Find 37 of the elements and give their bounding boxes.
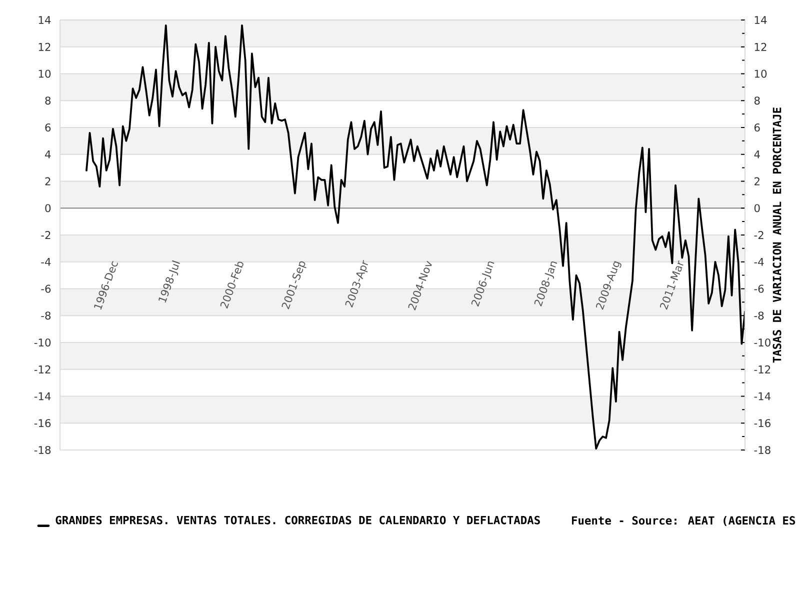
y2-tick-label: 10 [754,70,767,78]
y2-axis-title: TASAS DE VARIACION ANUAL EN PORCENTAJE [772,108,782,363]
y-tick-label: 2 [45,177,50,186]
y2-tick-label: 2 [754,177,760,186]
y-tick-label: -10 [34,338,51,347]
y2-tick-label: -10 [754,338,770,347]
y-tick-label: -4 [41,258,51,266]
y-tick-label: -12 [34,365,50,374]
y-tick-label: -2 [41,231,50,239]
y2-tick-label: -4 [754,258,764,266]
y2-tick-label: 0 [754,204,760,212]
y2-tick-label: 14 [754,16,767,24]
y2-tick-label: 12 [754,42,766,51]
legend-label: GRANDES EMPRESAS. VENTAS TOTALES. CORREGIDAS DE CALENDARIO Y DEFLACTADAS [56,516,540,524]
y2-tick-label: -12 [754,365,770,374]
y-tick-label: 12 [38,42,50,51]
y-tick-label: 8 [45,96,51,105]
y-tick-label: 4 [45,150,51,158]
y2-tick-label: -14 [754,392,771,400]
y2-tick-label: 4 [754,150,760,158]
y-tick-label: -8 [41,312,51,320]
y-tick-label: -18 [34,446,51,454]
y-tick-label: -16 [34,419,51,428]
y-tick-label: 10 [38,70,51,78]
y2-tick-label: -6 [754,284,764,293]
y-tick-label: 6 [45,123,51,132]
y-tick-label: -14 [34,392,51,400]
y2-tick-label: -2 [754,231,764,239]
y2-tick-label: -16 [754,419,770,428]
y2-tick-label: 8 [754,96,760,105]
y-tick-label: 14 [38,16,51,24]
y2-tick-label: 6 [754,123,760,132]
y-tick-label: 0 [45,204,51,212]
y2-tick-label: -8 [754,312,764,320]
y2-tick-label: -18 [754,446,770,454]
y-tick-label: -6 [41,284,51,293]
source-note: Fuente - Source: AEAT (AGENCIA ES [572,516,796,526]
